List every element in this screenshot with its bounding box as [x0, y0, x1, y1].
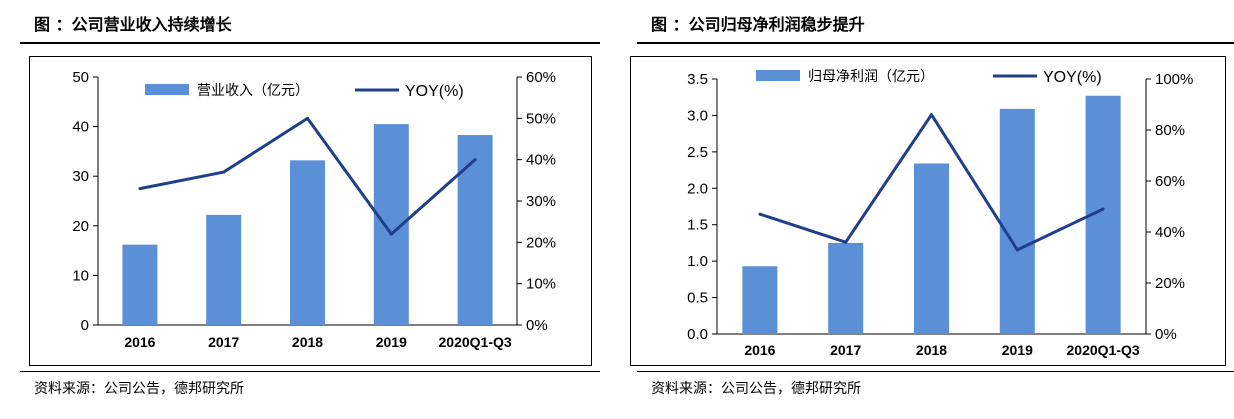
right-tick-label: 60%	[526, 69, 556, 86]
left-tick-label: 0.0	[687, 326, 708, 343]
bar	[742, 266, 778, 334]
left-tick-label: 3.0	[687, 107, 708, 124]
right-tick-label: 100%	[1155, 71, 1193, 88]
left-tick-label: 50	[72, 69, 89, 86]
bar	[914, 163, 949, 334]
right-tick-label: 0%	[526, 317, 548, 334]
bar	[828, 242, 864, 334]
left-tick-label: 40	[72, 119, 89, 136]
legend-bar-label: 归母净利润（亿元）	[808, 68, 934, 84]
left-tick-label: 1.5	[687, 217, 708, 234]
right-tick-label: 10%	[526, 276, 556, 293]
category-label: 2018	[292, 334, 323, 350]
yoy-point	[1101, 207, 1105, 211]
yoy-point	[138, 187, 142, 191]
yoy-point	[389, 232, 393, 236]
figure-title: 图 ：公司营业收入持续增长	[34, 15, 232, 34]
profit-chart: 0.0 0.5 1.0 1.5 2.0 2.5 3.0 3.5 0% 20% 40% 60% 80% 10…	[687, 68, 1193, 358]
yoy-point	[1015, 248, 1019, 252]
category-label: 2019	[1002, 342, 1033, 358]
yoy-point	[758, 212, 762, 216]
right-tick-label: 40%	[1155, 224, 1185, 241]
category-label: 2016	[124, 334, 155, 350]
revenue-chart-frame: 0 10 20 30 40 50 0% 10% 20% 30% 40% 50% 60% 2016 2017 2…	[29, 56, 592, 366]
left-tick-label: 1.0	[687, 253, 708, 270]
category-label: 2020Q1-Q3	[1067, 342, 1140, 358]
bar	[457, 135, 493, 325]
left-tick-label: 20	[72, 218, 89, 235]
left-tick-label: 3.5	[687, 71, 708, 88]
right-tick-label: 30%	[526, 193, 556, 210]
figure-title: 图 ：公司归母净利润稳步提升	[651, 15, 865, 34]
profit-panel: 图 ：公司归母净利润稳步提升 0.0 0.5 1.0 1.5 2.0 2.5 3.0 3.5 0…	[617, 0, 1234, 419]
bar	[206, 214, 242, 325]
legend-bar-swatch	[756, 70, 800, 81]
yoy-point	[930, 113, 933, 117]
right-tick-label: 20%	[526, 234, 556, 251]
title-rule	[637, 42, 1234, 44]
legend-line-label: YOY(%)	[1043, 69, 1102, 86]
left-tick-label: 2.5	[687, 144, 708, 161]
bar	[999, 108, 1035, 334]
legend-bar-label: 营业收入（亿元）	[197, 82, 309, 98]
profit-chart-frame: 0.0 0.5 1.0 1.5 2.0 2.5 3.0 3.5 0% 20% 40% 60% 80% 10…	[630, 56, 1226, 366]
category-label: 2017	[830, 342, 861, 358]
yoy-point	[222, 170, 226, 174]
category-label: 2016	[744, 342, 775, 358]
bar	[122, 244, 158, 325]
yoy-point	[844, 240, 848, 244]
source-note: 资料来源：公司公告，德邦研究所	[34, 381, 244, 397]
bar	[290, 160, 325, 325]
category-label: 2019	[376, 334, 407, 350]
left-tick-label: 30	[72, 168, 89, 185]
legend-bar-swatch	[145, 84, 189, 95]
right-tick-label: 20%	[1155, 275, 1185, 292]
source-note: 资料来源：公司公告，德邦研究所	[651, 381, 861, 397]
revenue-chart: 0 10 20 30 40 50 0% 10% 20% 30% 40% 50% 60% 2016 2017 2…	[72, 69, 556, 350]
source-rule	[20, 371, 600, 372]
right-tick-label: 0%	[1155, 326, 1177, 343]
right-tick-label: 60%	[1155, 173, 1185, 190]
category-label: 2020Q1-Q3	[439, 334, 512, 350]
revenue-panel: 图 ：公司营业收入持续增长 0 10 20 30 40 50 0% 10% 20% 30% 40% 5…	[0, 0, 600, 419]
yoy-point	[306, 116, 309, 120]
left-tick-label: 10	[72, 267, 89, 284]
right-tick-label: 50%	[526, 110, 556, 127]
left-tick-label: 0.5	[687, 290, 708, 307]
title-rule	[20, 42, 600, 44]
left-tick-label: 2.0	[687, 180, 708, 197]
category-label: 2018	[916, 342, 947, 358]
right-tick-label: 40%	[526, 152, 556, 169]
left-tick-label: 0	[81, 317, 89, 334]
yoy-point	[473, 158, 477, 162]
category-label: 2017	[208, 334, 239, 350]
right-tick-label: 80%	[1155, 122, 1185, 139]
source-rule	[637, 371, 1234, 372]
legend-line-label: YOY(%)	[405, 83, 464, 100]
